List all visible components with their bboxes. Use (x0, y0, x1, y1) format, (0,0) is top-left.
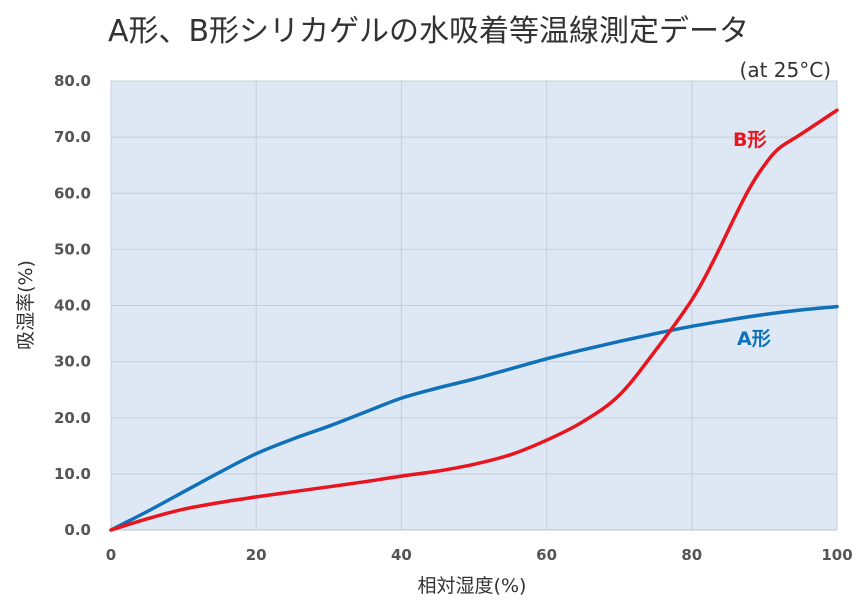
x-tick-label: 100 (821, 546, 852, 564)
series-line-b (109, 108, 839, 532)
y-tick-label: 60.0 (54, 184, 91, 202)
y-tick-label: 50.0 (54, 240, 91, 258)
y-axis-title: 吸湿率(%) (15, 260, 37, 350)
y-tick-label: 80.0 (54, 72, 91, 90)
series-label-b: B形 (733, 129, 766, 151)
series-label-a: A形 (737, 328, 771, 350)
y-tick-label: 40.0 (54, 297, 91, 315)
x-tick-label: 20 (246, 546, 267, 564)
x-tick-label: 80 (681, 546, 702, 564)
y-tick-label: 10.0 (54, 465, 91, 483)
series-line-a (109, 304, 839, 532)
y-tick-label: 20.0 (54, 409, 91, 427)
y-tick-label: 70.0 (54, 128, 91, 146)
y-tick-label: 30.0 (54, 353, 91, 371)
x-tick-label: 0 (106, 546, 116, 564)
x-tick-label: 60 (536, 546, 557, 564)
chart-title: A形、B形シリカゲルの水吸着等温線測定データ (107, 14, 750, 49)
y-tick-label: 0.0 (64, 521, 91, 539)
x-tick-label: 40 (391, 546, 412, 564)
chart-subtitle: (at 25°C) (739, 58, 831, 82)
x-axis-title: 相対湿度(%) (418, 575, 527, 597)
